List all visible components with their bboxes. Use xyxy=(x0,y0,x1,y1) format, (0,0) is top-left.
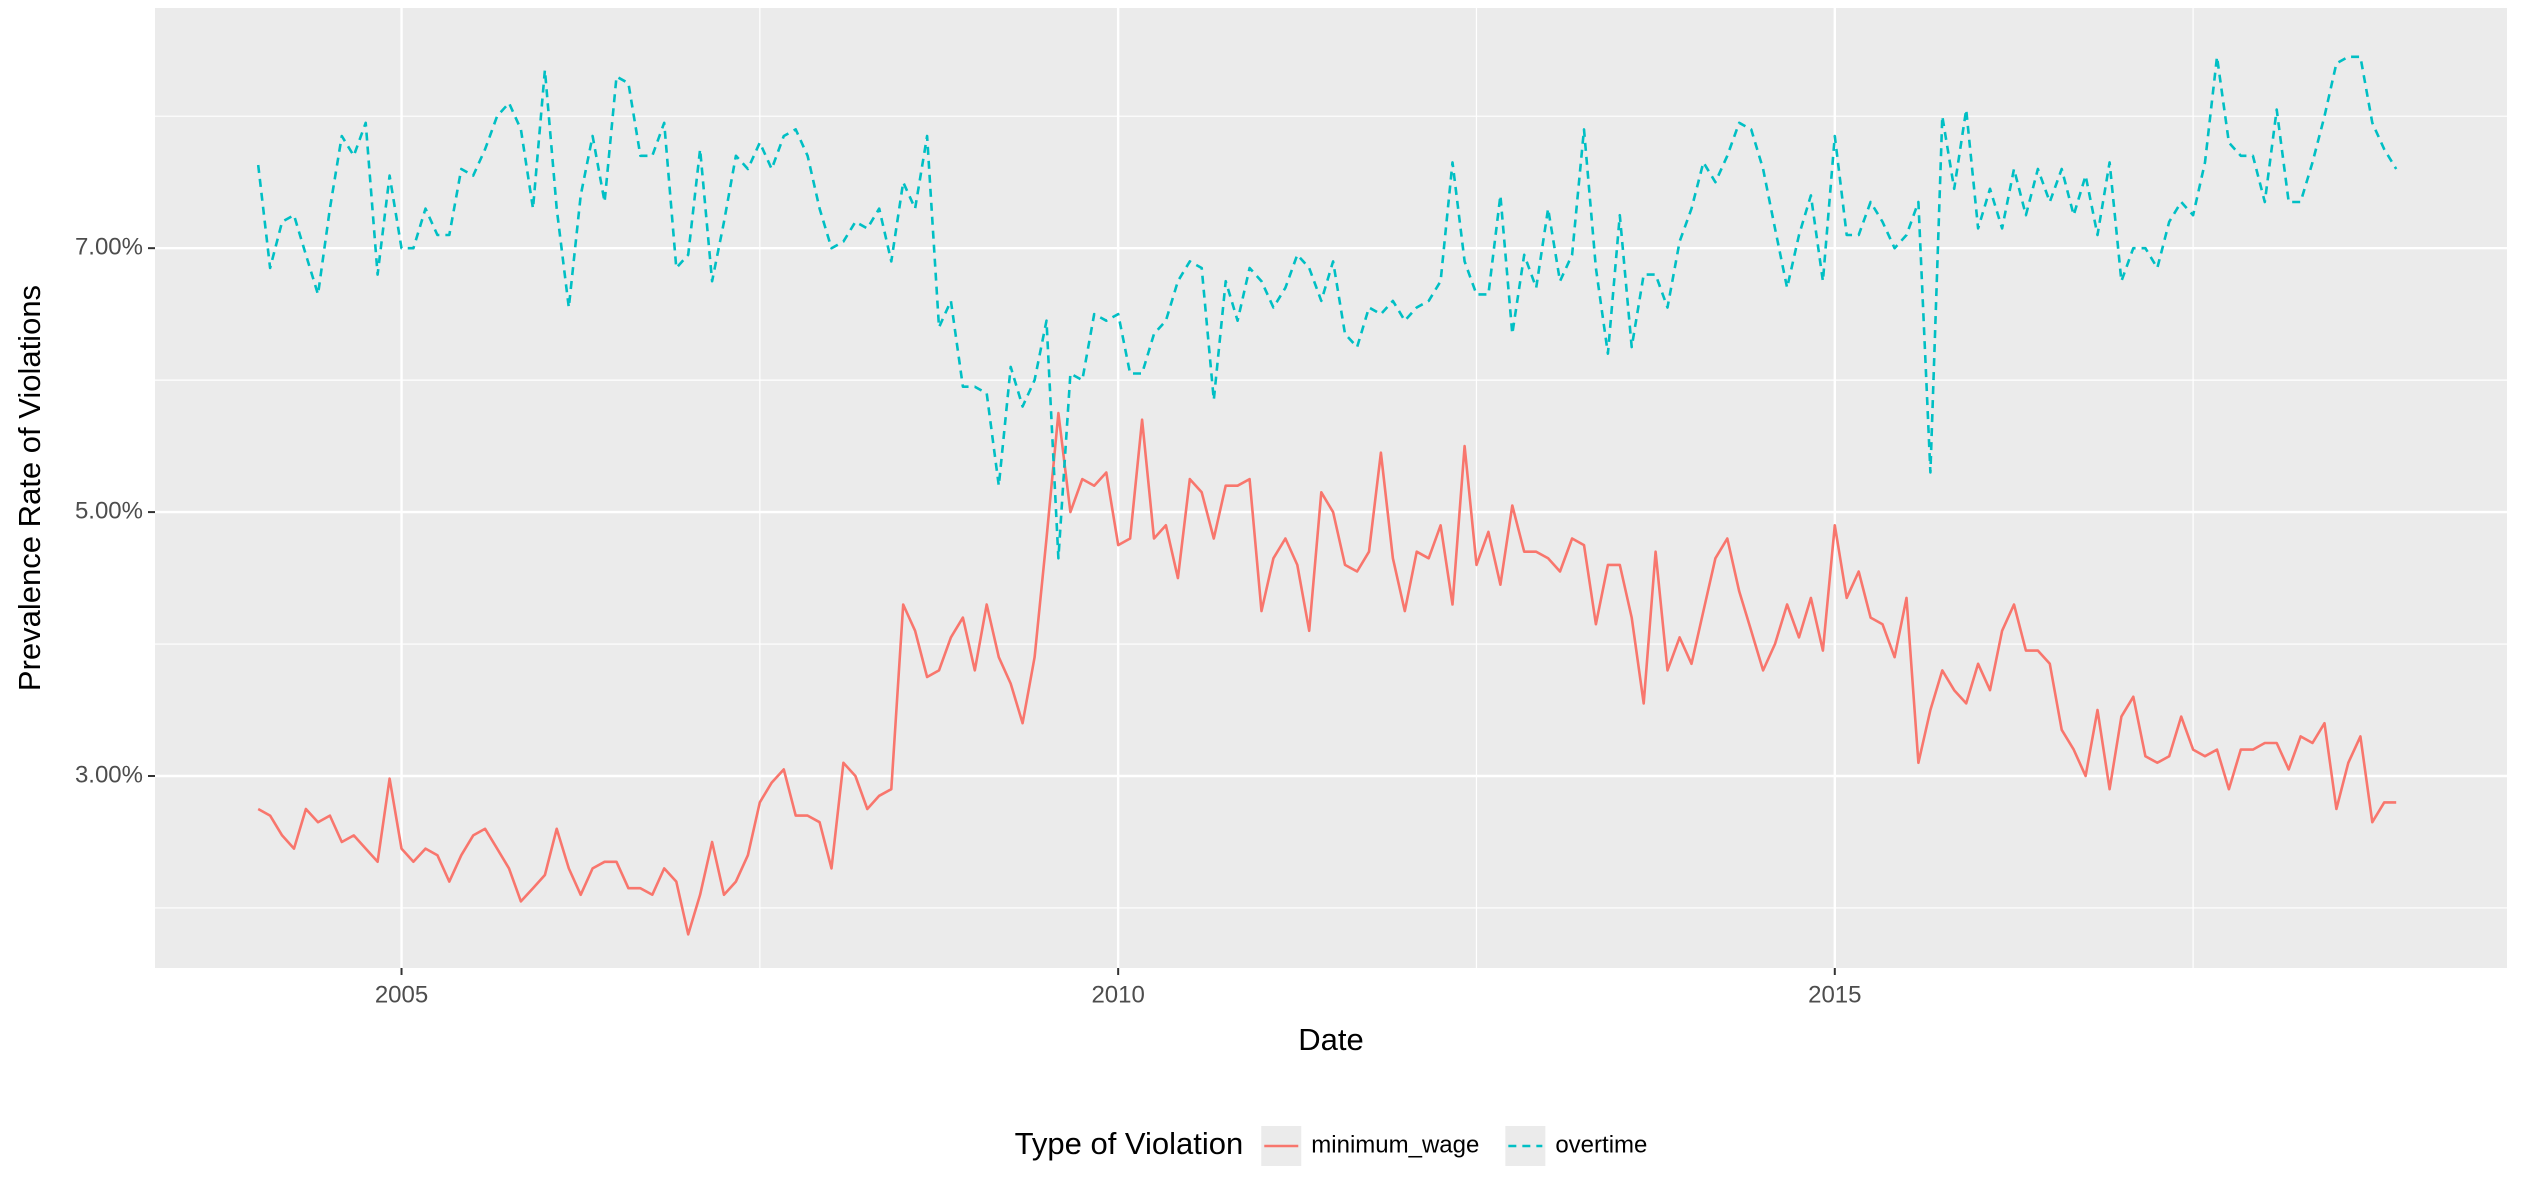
legend: Type of Violation minimum_wage overtime xyxy=(1015,1126,1647,1166)
y-axis-title: Prevalence Rate of Violations xyxy=(12,285,47,691)
lines xyxy=(256,55,2398,936)
y-tick-label: 5.00% xyxy=(75,497,143,524)
y-tick-label: 3.00% xyxy=(75,761,143,788)
x-tick-label: 2005 xyxy=(375,981,428,1008)
legend-label: overtime xyxy=(1555,1131,1647,1158)
x-tick-label: 2010 xyxy=(1091,981,1144,1008)
series-line xyxy=(256,55,2398,560)
axes: 3.00% 5.00% 7.00% 2005 2010 2015 xyxy=(75,234,1862,1009)
series-line xyxy=(257,411,2397,936)
grid xyxy=(155,8,2507,968)
legend-title: Type of Violation xyxy=(1015,1126,1244,1161)
panel xyxy=(155,8,2507,968)
x-tick-label: 2015 xyxy=(1808,981,1861,1008)
legend-label: minimum_wage xyxy=(1311,1131,1479,1158)
x-axis-title: Date xyxy=(1298,1022,1363,1057)
y-tick-label: 7.00% xyxy=(75,234,143,261)
